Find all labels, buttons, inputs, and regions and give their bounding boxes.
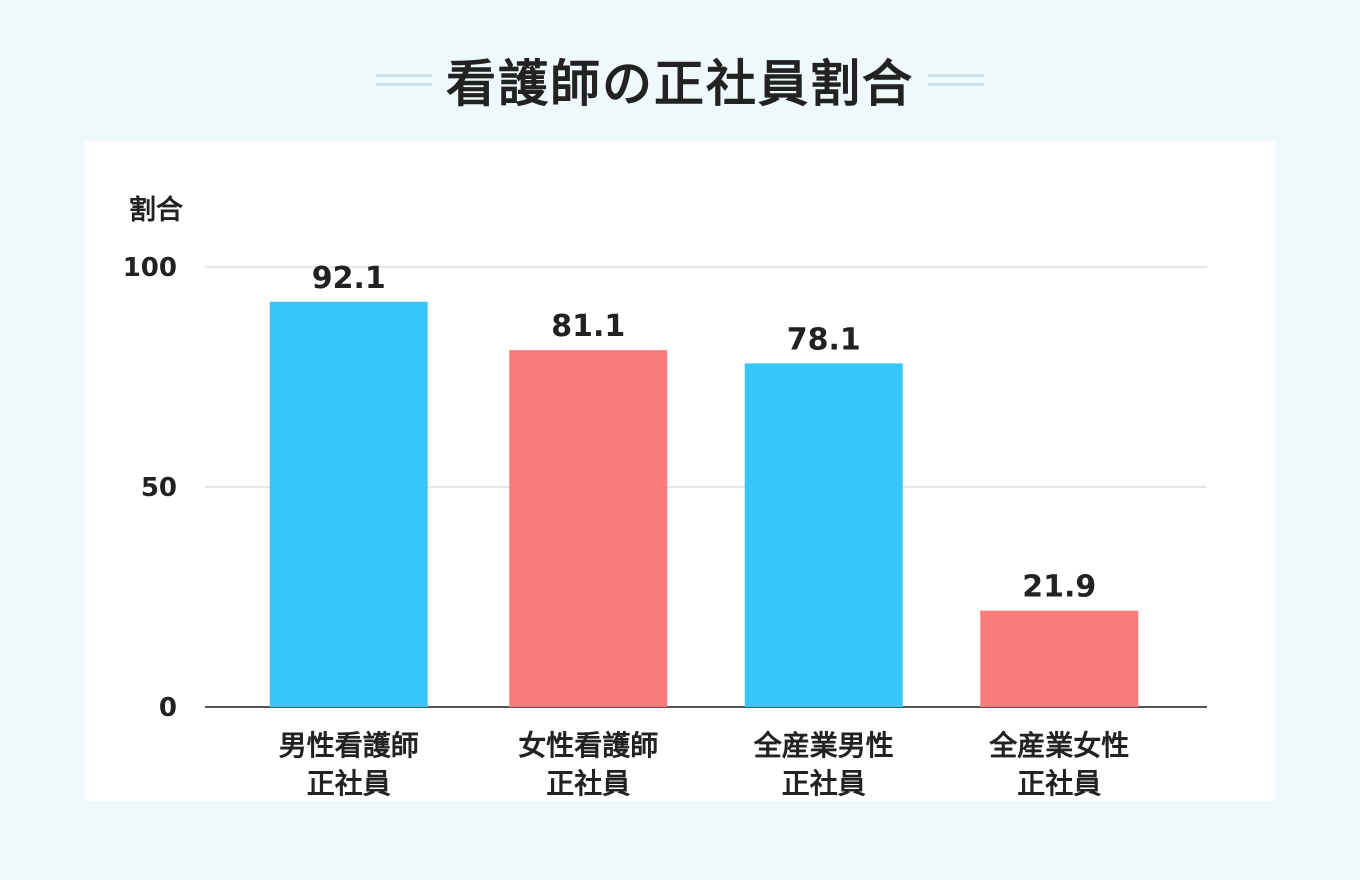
x-tick-label: 正社員 <box>782 767 866 800</box>
bar-2 <box>744 363 903 707</box>
bar-3 <box>980 610 1139 707</box>
title-decoration-left <box>376 74 432 86</box>
x-tick-label: 正社員 <box>307 767 391 800</box>
bars <box>269 301 1139 707</box>
y-tick-label: 50 <box>141 473 177 503</box>
x-tick-label: 全産業男性 <box>753 729 894 762</box>
title-decoration-right <box>928 74 984 86</box>
x-tick-label: 女性看護師 <box>518 729 658 762</box>
x-tick-label: 全産業女性 <box>988 729 1129 762</box>
data-label: 21.9 <box>1022 570 1096 605</box>
x-tick-label: 男性看護師 <box>279 729 419 762</box>
page-title: 看護師の正社員割合 <box>446 55 914 113</box>
data-label: 78.1 <box>787 322 861 357</box>
bar-0 <box>269 301 428 707</box>
data-label: 92.1 <box>312 261 386 296</box>
bar-1 <box>509 350 668 707</box>
x-tick-label: 正社員 <box>546 767 630 800</box>
chart-card: 割合 0 50 100 92.1 男性看護師正社員 81.1 女性看護師正社員 78.1 全産業… <box>85 141 1275 801</box>
y-tick-label: 0 <box>159 693 177 723</box>
x-tick-label: 正社員 <box>1017 767 1101 800</box>
y-tick-label: 100 <box>123 253 177 283</box>
title-row: 看護師の正社員割合 <box>0 40 1360 120</box>
y-axis-title: 割合 <box>129 194 183 226</box>
data-label: 81.1 <box>551 309 625 344</box>
